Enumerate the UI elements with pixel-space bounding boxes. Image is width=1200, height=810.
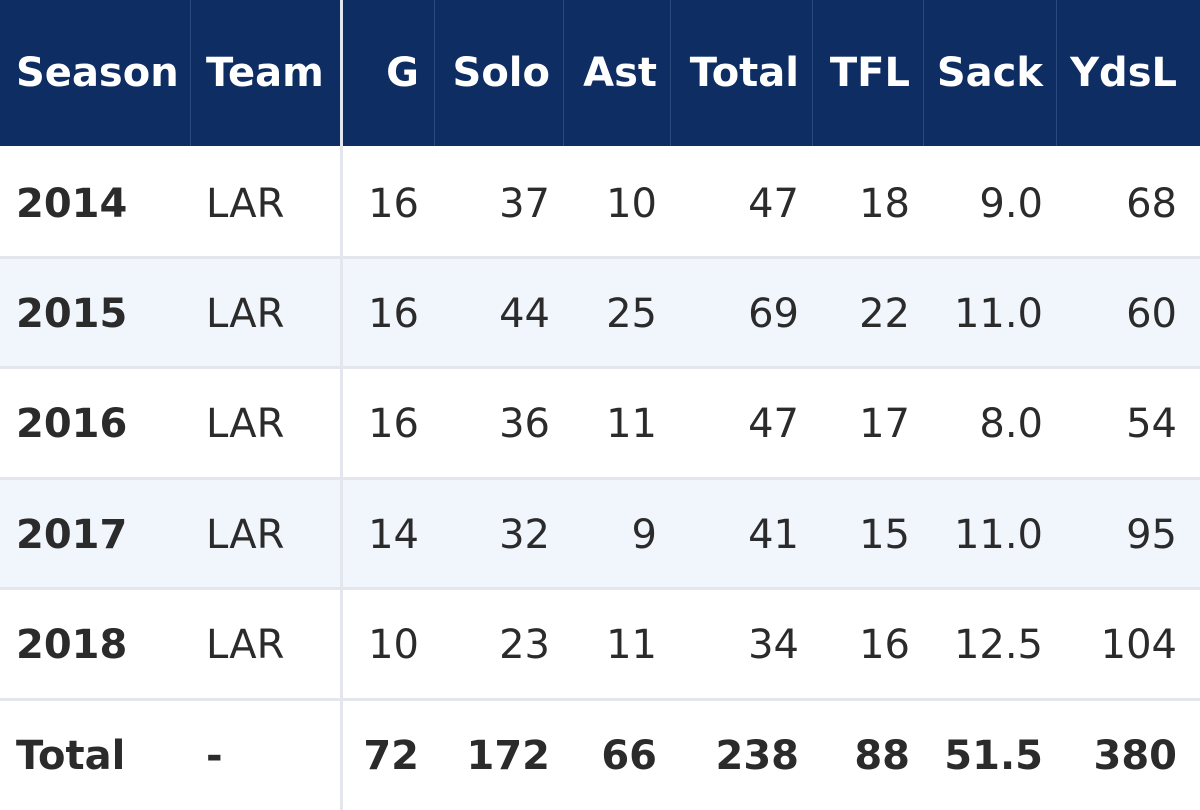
total-cell: 34 (748, 622, 799, 668)
header-divider (434, 0, 435, 146)
ast-cell: 9 (631, 512, 657, 558)
season-cell: 2018 (16, 622, 128, 668)
totals-row: Total - 72 172 66 238 88 51.5 380 (0, 701, 1200, 810)
team-cell: LAR (206, 622, 285, 668)
totals-team-cell: - (206, 732, 223, 779)
season-cell: 2014 (16, 181, 128, 227)
season-cell: 2015 (16, 291, 128, 337)
solo-cell: 32 (499, 512, 550, 558)
column-header-season[interactable]: Season (16, 50, 179, 96)
column-header-ast[interactable]: Ast (583, 50, 657, 96)
sack-cell: 12.5 (953, 622, 1043, 668)
games-cell: 16 (368, 181, 419, 227)
sack-cell: 11.0 (953, 512, 1043, 558)
table-header-row: Season Team G Solo Ast Total TFL Sack Yd… (0, 0, 1200, 146)
totals-label: Total (16, 732, 126, 779)
header-divider (190, 0, 191, 146)
tfl-cell: 18 (859, 181, 910, 227)
totals-solo-cell: 172 (466, 732, 551, 779)
season-cell: 2017 (16, 512, 128, 558)
column-header-tfl[interactable]: TFL (829, 50, 910, 96)
column-header-g[interactable]: G (386, 50, 419, 96)
games-cell: 16 (368, 291, 419, 337)
team-cell: LAR (206, 181, 285, 227)
column-header-sack[interactable]: Sack (936, 50, 1043, 96)
column-header-team[interactable]: Team (206, 50, 324, 96)
table-row: 2016 LAR 16 36 11 47 17 8.0 54 (0, 369, 1200, 479)
header-divider (812, 0, 813, 146)
total-cell: 69 (748, 291, 799, 337)
total-cell: 47 (748, 401, 799, 447)
ast-cell: 25 (606, 291, 657, 337)
team-cell: LAR (206, 291, 285, 337)
totals-games-cell: 72 (363, 732, 419, 779)
table-row: 2017 LAR 14 32 9 41 15 11.0 95 (0, 480, 1200, 590)
sack-cell: 8.0 (979, 401, 1043, 447)
row-divider (0, 587, 1200, 590)
table-row: 2018 LAR 10 23 11 34 16 12.5 104 (0, 590, 1200, 700)
totals-total-cell: 238 (715, 732, 800, 779)
season-cell: 2016 (16, 401, 128, 447)
ydsl-cell: 60 (1126, 291, 1177, 337)
team-cell: LAR (206, 512, 285, 558)
tfl-cell: 16 (859, 622, 910, 668)
column-divider (340, 0, 343, 810)
solo-cell: 44 (499, 291, 550, 337)
totals-ast-cell: 66 (601, 732, 657, 779)
sack-cell: 11.0 (953, 291, 1043, 337)
ast-cell: 11 (606, 401, 657, 447)
ast-cell: 11 (606, 622, 657, 668)
solo-cell: 37 (499, 181, 550, 227)
tfl-cell: 17 (859, 401, 910, 447)
table-row: 2015 LAR 16 44 25 69 22 11.0 60 (0, 259, 1200, 369)
table-row: 2014 LAR 16 37 10 47 18 9.0 68 (0, 149, 1200, 259)
ydsl-cell: 95 (1126, 512, 1177, 558)
totals-sack-cell: 51.5 (944, 732, 1043, 779)
tfl-cell: 15 (859, 512, 910, 558)
totals-ydsl-cell: 380 (1093, 732, 1178, 779)
totals-tfl-cell: 88 (854, 732, 910, 779)
row-divider (0, 366, 1200, 369)
solo-cell: 36 (499, 401, 550, 447)
games-cell: 10 (368, 622, 419, 668)
sack-cell: 9.0 (979, 181, 1043, 227)
header-divider (923, 0, 924, 146)
tfl-cell: 22 (859, 291, 910, 337)
games-cell: 14 (368, 512, 419, 558)
ydsl-cell: 68 (1126, 181, 1177, 227)
row-divider (0, 477, 1200, 480)
ast-cell: 10 (606, 181, 657, 227)
ydsl-cell: 104 (1100, 622, 1177, 668)
header-divider (563, 0, 564, 146)
ydsl-cell: 54 (1126, 401, 1177, 447)
team-cell: LAR (206, 401, 285, 447)
solo-cell: 23 (499, 622, 550, 668)
row-divider (0, 698, 1200, 701)
column-header-ydsl[interactable]: YdsL (1070, 50, 1177, 96)
column-header-total[interactable]: Total (689, 50, 799, 96)
column-header-solo[interactable]: Solo (452, 50, 550, 96)
header-divider (1056, 0, 1057, 146)
games-cell: 16 (368, 401, 419, 447)
total-cell: 41 (748, 512, 799, 558)
total-cell: 47 (748, 181, 799, 227)
row-divider (0, 256, 1200, 259)
header-divider (670, 0, 671, 146)
